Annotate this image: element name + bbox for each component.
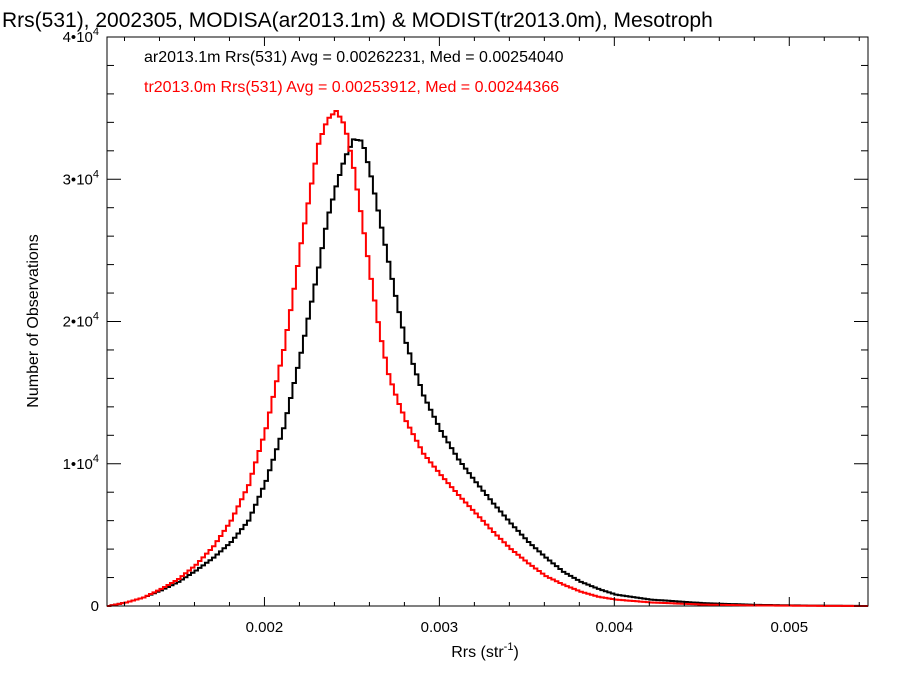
y-tick-label-base: 4•10 xyxy=(63,29,93,46)
y-tick-label: 4•104 xyxy=(63,26,99,46)
x-tick-label: 0.002 xyxy=(246,619,284,636)
x-axis-label: Rrs (str-1) xyxy=(451,641,519,661)
plot-area xyxy=(106,36,869,607)
y-tick-label-exponent: 4 xyxy=(93,168,99,180)
legend-entry-2: tr2013.0m Rrs(531) Avg = 0.00253912, Med… xyxy=(144,79,559,96)
chart-title: Rrs(531), 2002305, MODISA(ar2013.1m) & M… xyxy=(2,9,713,32)
x-tick-label: 0.005 xyxy=(771,619,809,636)
y-tick-label-exponent: 4 xyxy=(93,26,99,38)
x-tick-label: 0.004 xyxy=(596,619,634,636)
x-axis-label-suffix: ) xyxy=(513,644,518,661)
y-tick-label: 2•104 xyxy=(63,311,99,331)
x-tick-label: 0.003 xyxy=(421,619,459,636)
y-tick-label-base: 0 xyxy=(91,598,99,615)
y-tick-label-base: 1•10 xyxy=(63,456,93,473)
y-tick-label-exponent: 4 xyxy=(93,453,99,465)
x-axis: 0.002 0.003 0.004 0.005 xyxy=(123,37,860,636)
legend-entry-1: ar2013.1m Rrs(531) Avg = 0.00262231, Med… xyxy=(144,49,564,66)
plot-frame xyxy=(106,36,869,607)
y-tick-label: 1•104 xyxy=(63,453,99,473)
legend: ar2013.1m Rrs(531) Avg = 0.00262231, Med… xyxy=(144,49,564,96)
series-line-2 xyxy=(107,109,868,607)
y-tick-label-base: 3•10 xyxy=(63,171,93,188)
y-tick-label: 3•104 xyxy=(63,168,99,188)
x-axis-label-superscript: -1 xyxy=(504,641,514,653)
y-axis-label: Number of Observations xyxy=(25,234,42,407)
y-tick-label: 0 xyxy=(91,598,99,615)
y-tick-label-base: 2•10 xyxy=(63,314,93,331)
y-tick-label-exponent: 4 xyxy=(93,311,99,323)
